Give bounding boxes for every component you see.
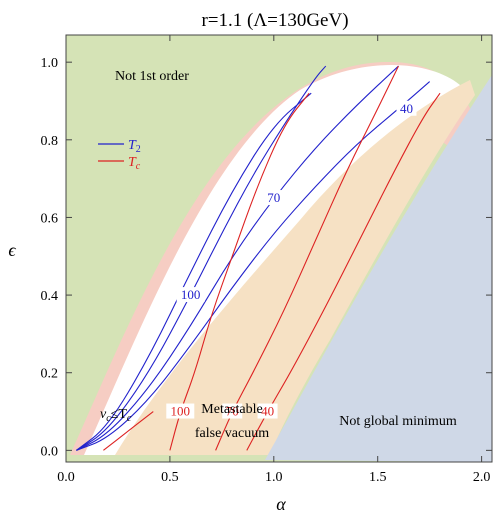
y-tick-label: 0.2 [41, 367, 59, 382]
curve-label-T2-100: 100 [181, 287, 201, 302]
label-metastable-2: false vacuum [195, 426, 269, 441]
y-tick-label: 0.6 [41, 211, 59, 226]
curve-label-Tc-100: 100 [171, 404, 191, 419]
x-tick-label: 1.5 [369, 470, 387, 485]
x-axis-label: α [276, 494, 286, 514]
label-not-global-min: Not global minimum [339, 414, 457, 429]
x-tick-label: 0.0 [57, 470, 75, 485]
label-metastable-1: Metastable [201, 402, 262, 417]
x-tick-label: 2.0 [473, 470, 491, 485]
label-not-first-order: Not 1st order [115, 69, 189, 84]
y-tick-label: 1.0 [41, 56, 59, 71]
y-tick-label: 0.8 [41, 134, 59, 149]
curve-label-T2-70: 70 [267, 190, 280, 205]
y-axis-label: ϵ [8, 240, 16, 260]
regions [66, 35, 492, 462]
chart-title: r=1.1 (Λ=130GeV) [201, 10, 348, 31]
x-tick-label: 0.5 [161, 470, 179, 485]
y-tick-label: 0.0 [41, 444, 59, 459]
curve-label-T2-40: 40 [400, 101, 413, 116]
x-tick-label: 1.0 [265, 470, 283, 485]
curve-label-Tc-40: 40 [261, 404, 274, 419]
y-tick-label: 0.4 [41, 289, 59, 304]
